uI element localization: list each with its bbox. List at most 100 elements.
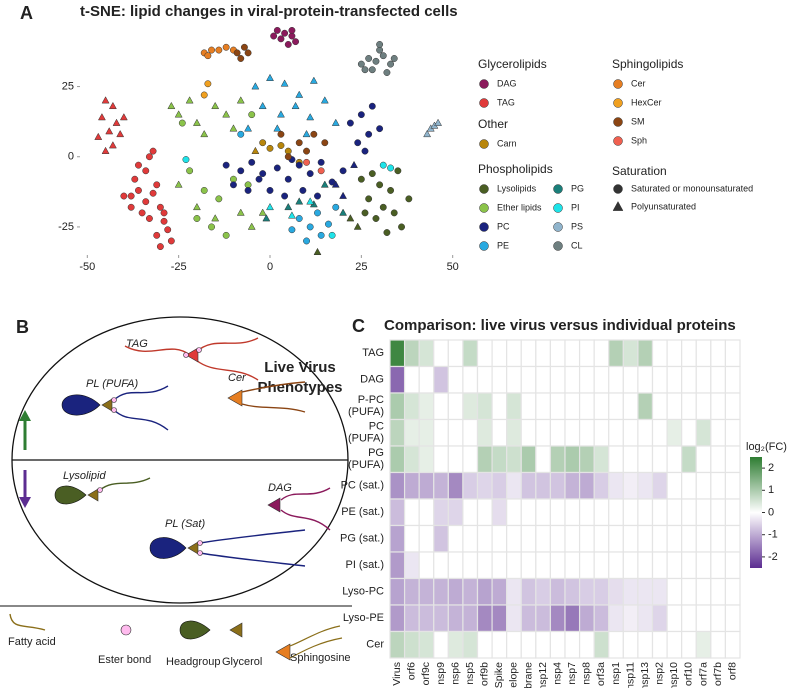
heatmap-cell: [506, 524, 522, 553]
triangle-marker: [331, 180, 340, 188]
triangle-marker: [247, 222, 256, 230]
heatmap-cell: [564, 392, 581, 421]
legend-group-title: Sphingolipids: [612, 57, 683, 71]
column-label: nsp13: [639, 662, 651, 688]
triangle-marker: [236, 208, 245, 216]
circle-marker: [200, 91, 208, 99]
circle-marker: [354, 139, 362, 147]
legend-label: Cer: [631, 78, 646, 88]
circle-marker: [277, 35, 285, 43]
heatmap-cell: [535, 365, 552, 394]
heatmap-cell: [622, 471, 639, 500]
heatmap-cell: [651, 339, 668, 368]
heatmap-cell: [724, 339, 741, 368]
column-label: orf7a: [697, 662, 709, 686]
circle-marker: [613, 79, 623, 89]
heatmap-cell: [593, 392, 610, 421]
row-label: PC: [369, 421, 384, 433]
circle-marker: [284, 175, 292, 183]
circle-marker: [145, 153, 153, 161]
heatmap-cell: [403, 445, 420, 474]
triangle-marker: [97, 113, 106, 121]
circle-marker: [303, 158, 310, 166]
x-tick-label: 0: [267, 261, 273, 273]
heatmap-cell: [651, 604, 668, 633]
panel-label: A: [20, 3, 33, 23]
heatmap-cell: [564, 365, 581, 394]
heatmap-cell: [389, 604, 406, 633]
heatmap-cell: [418, 392, 435, 421]
heatmap-cell: [622, 418, 639, 447]
triangle-marker: [284, 202, 293, 211]
legend-label: Ester bond: [98, 654, 151, 666]
heatmap-cell: [433, 577, 449, 606]
heatmap-cell: [695, 471, 712, 500]
circle-marker: [357, 175, 365, 183]
circle-marker: [138, 209, 146, 217]
heatmap-cell: [506, 392, 522, 421]
heatmap-cell: [724, 418, 741, 447]
heatmap-cell: [724, 604, 741, 633]
heatmap-cell: [637, 445, 654, 474]
circle-marker: [273, 26, 281, 34]
circle-marker: [230, 181, 237, 189]
triangle-marker: [291, 101, 300, 110]
heatmap-cell: [608, 445, 624, 474]
circle-marker: [314, 209, 321, 217]
heatmap-cell: [476, 339, 493, 368]
heatmap-cell: [549, 392, 566, 421]
column-label: orf3a: [595, 662, 607, 686]
heatmap-cell: [403, 498, 420, 527]
triangle-marker: [119, 113, 128, 121]
triangle-marker: [192, 202, 201, 211]
triangle-marker: [266, 202, 274, 211]
heatmap-cell: [593, 524, 610, 553]
circle-marker: [215, 46, 223, 54]
triangle-marker: [192, 118, 201, 126]
column-label: nsp12: [537, 662, 549, 688]
heatmap-cell: [666, 445, 683, 474]
heatmap-cell: [578, 418, 595, 447]
chart-title: Comparison: live virus versus individual…: [384, 317, 736, 334]
circle-marker: [398, 223, 405, 231]
heatmap-cell: [593, 365, 610, 394]
circle-marker: [390, 209, 398, 217]
heatmap-cell: [637, 498, 654, 527]
circle-marker: [160, 217, 168, 225]
heatmap-cell: [651, 498, 668, 527]
heatmap-cell: [710, 524, 727, 553]
heatmap-cell: [608, 630, 624, 659]
circle-marker: [365, 55, 373, 62]
legend-label: HexCer: [631, 97, 662, 107]
legend-label: Headgroup: [166, 656, 220, 668]
row-label: PI (sat.): [345, 559, 384, 571]
pl-pufa-molecule: [61, 385, 169, 431]
heatmap-cell: [549, 418, 566, 447]
column-label: nsp10: [668, 662, 680, 688]
heatmap-cell: [681, 630, 697, 659]
heatmap-cell: [433, 445, 449, 474]
circle-marker: [357, 111, 365, 119]
heatmap-cell: [462, 365, 479, 394]
diagram-title: Live Virus: [264, 359, 335, 376]
heatmap-cell: [622, 551, 639, 580]
heatmap-cell: [433, 365, 449, 394]
heatmap-cell: [433, 524, 449, 553]
heatmap-cell: [637, 392, 654, 421]
heatmap-cell: [666, 630, 683, 659]
heatmap-cell: [506, 365, 522, 394]
circle-marker: [383, 69, 391, 76]
row-label: (PUFA): [348, 459, 384, 471]
heatmap-cell: [389, 392, 406, 421]
heatmap-cell: [447, 551, 464, 580]
heatmap-cell: [681, 551, 697, 580]
heatmap-cell: [710, 551, 727, 580]
triangle-marker: [174, 180, 183, 188]
heatmap-cell: [520, 577, 537, 606]
heatmap-cell: [608, 524, 624, 553]
heatmap-cell: [476, 365, 493, 394]
heatmap-cell: [710, 471, 727, 500]
y-tick-label: -25: [58, 221, 74, 233]
heatmap-cell: [462, 524, 479, 553]
heatmap-cell: [433, 418, 449, 447]
